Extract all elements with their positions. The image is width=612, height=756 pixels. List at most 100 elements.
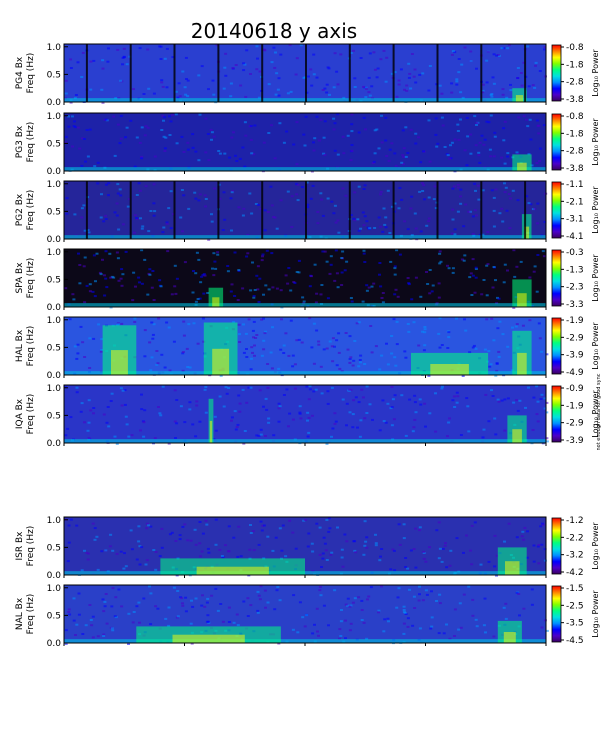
low-freq-band <box>64 439 546 443</box>
colorbar-label: Log₁₀ Power <box>591 322 600 370</box>
colorbar-tick-label: -3.9 <box>566 436 584 446</box>
colorbar-label: Log₁₀ Power <box>591 390 600 438</box>
colorbar-tick-label: -0.3 <box>566 248 584 258</box>
freq-axis-label: Freq (Hz) <box>26 326 36 367</box>
data-gap <box>129 181 132 239</box>
y-tick-label: 0.5 <box>47 275 61 285</box>
colorbar <box>551 385 562 443</box>
y-tick-label: 1.0 <box>47 112 62 122</box>
colorbar-label: Log₁₀ Power <box>591 186 600 234</box>
colorbar-tick-label: -3.5 <box>566 619 584 629</box>
low-freq-band <box>64 167 546 171</box>
data-gap <box>217 44 220 102</box>
data-gap <box>129 44 132 102</box>
y-tick-label: 0.5 <box>47 543 61 553</box>
colorbar-tick-label: -3.3 <box>566 300 584 310</box>
power-event-core <box>209 420 213 443</box>
colorbar-tick-label: -1.3 <box>566 265 584 275</box>
colorbar-tick-label: -2.9 <box>566 333 584 343</box>
colorbar <box>551 517 562 575</box>
power-event-core <box>517 352 527 375</box>
data-gap <box>173 181 176 239</box>
freq-axis-label: Freq (Hz) <box>26 122 36 163</box>
y-tick-label: 0.5 <box>47 611 61 621</box>
y-tick-label: 1.0 <box>47 316 62 326</box>
colorbar-tick-label: -2.3 <box>566 283 584 293</box>
freq-axis-label: Freq (Hz) <box>26 190 36 231</box>
y-tick-label: 0.0 <box>47 439 62 449</box>
colorbar-label: Log₁₀ Power <box>591 254 600 302</box>
data-gap <box>480 181 483 239</box>
data-gap <box>305 44 307 102</box>
colorbar-tick-label: -0.8 <box>566 112 584 122</box>
colorbar-tick-label: -2.8 <box>566 78 584 88</box>
data-gap <box>261 181 264 239</box>
station-label: PG3 Bx <box>15 125 25 158</box>
power-event-core <box>111 350 128 375</box>
data-gap <box>524 181 527 239</box>
data-gap <box>173 44 176 102</box>
data-gap <box>348 44 351 102</box>
power-event-core <box>515 95 524 102</box>
y-tick-label: 0.0 <box>47 303 62 313</box>
colorbar-tick-label: -3.2 <box>566 551 584 561</box>
y-tick-label: 0.0 <box>47 639 62 649</box>
y-tick-label: 0.5 <box>47 411 61 421</box>
power-event-core <box>503 632 516 643</box>
figure-title: 20140618 y axis <box>191 19 357 43</box>
colorbar-tick-label: -1.8 <box>566 129 584 139</box>
station-label: HAL Bx <box>15 329 25 362</box>
colorbar-tick-label: -1.9 <box>566 316 584 326</box>
colorbar-label: Log₁₀ Power <box>591 49 600 97</box>
data-gap <box>436 181 439 239</box>
freq-axis-label: Freq (Hz) <box>26 394 36 435</box>
colorbar-tick-label: -2.5 <box>566 601 584 611</box>
power-event-core <box>505 561 520 575</box>
data-gap <box>392 181 395 239</box>
low-freq-band <box>64 639 546 643</box>
station-label: SPA Bx <box>15 262 25 294</box>
y-tick-label: 0.5 <box>47 343 61 353</box>
power-event-core <box>172 634 245 643</box>
colorbar-tick-label: -1.5 <box>566 584 584 594</box>
freq-axis-label: Freq (Hz) <box>26 53 36 94</box>
low-freq-band <box>64 371 546 375</box>
y-tick-label: 0.5 <box>47 207 61 217</box>
freq-axis-label: Freq (Hz) <box>26 258 36 299</box>
y-tick-label: 0.0 <box>47 98 62 108</box>
power-event-core <box>196 566 269 575</box>
colorbar <box>551 249 562 307</box>
colorbar-tick-label: -3.1 <box>566 215 584 225</box>
colorbar <box>551 113 562 171</box>
y-tick-label: 1.0 <box>47 43 62 53</box>
station-label: NAL Bx <box>15 597 25 630</box>
freq-axis-label: Freq (Hz) <box>26 526 36 567</box>
colorbar <box>551 44 562 102</box>
colorbar-tick-label: -2.8 <box>566 147 584 157</box>
colorbar-tick-label: -3.8 <box>566 164 584 174</box>
y-tick-label: 1.0 <box>47 584 62 594</box>
colorbar-tick-label: -4.2 <box>566 568 584 578</box>
y-tick-label: 0.5 <box>47 139 61 149</box>
station-label: IQA Bx <box>15 398 25 429</box>
spectrogram-bg <box>64 385 546 443</box>
colorbar-tick-label: -4.5 <box>566 636 584 646</box>
power-event-core <box>512 429 522 443</box>
colorbar-tick-label: -0.8 <box>566 43 584 53</box>
data-gap <box>85 181 88 239</box>
data-gap <box>348 181 351 239</box>
colorbar-tick-label: -2.9 <box>566 419 584 429</box>
data-gap <box>480 44 483 102</box>
station-label: PG4 Bx <box>15 56 25 89</box>
power-event-core <box>517 162 527 171</box>
data-gap <box>305 181 307 239</box>
colorbar-label: Log₁₀ Power <box>591 590 600 638</box>
power-event-core <box>524 226 530 239</box>
colorbar-tick-label: -4.9 <box>566 368 584 378</box>
colorbar <box>551 585 562 643</box>
power-event-core <box>212 297 220 307</box>
station-label: PG2 Bx <box>15 193 25 226</box>
y-tick-label: 0.0 <box>47 167 62 177</box>
data-gap <box>85 44 88 102</box>
colorbar-label: Log₁₀ Power <box>591 118 600 166</box>
